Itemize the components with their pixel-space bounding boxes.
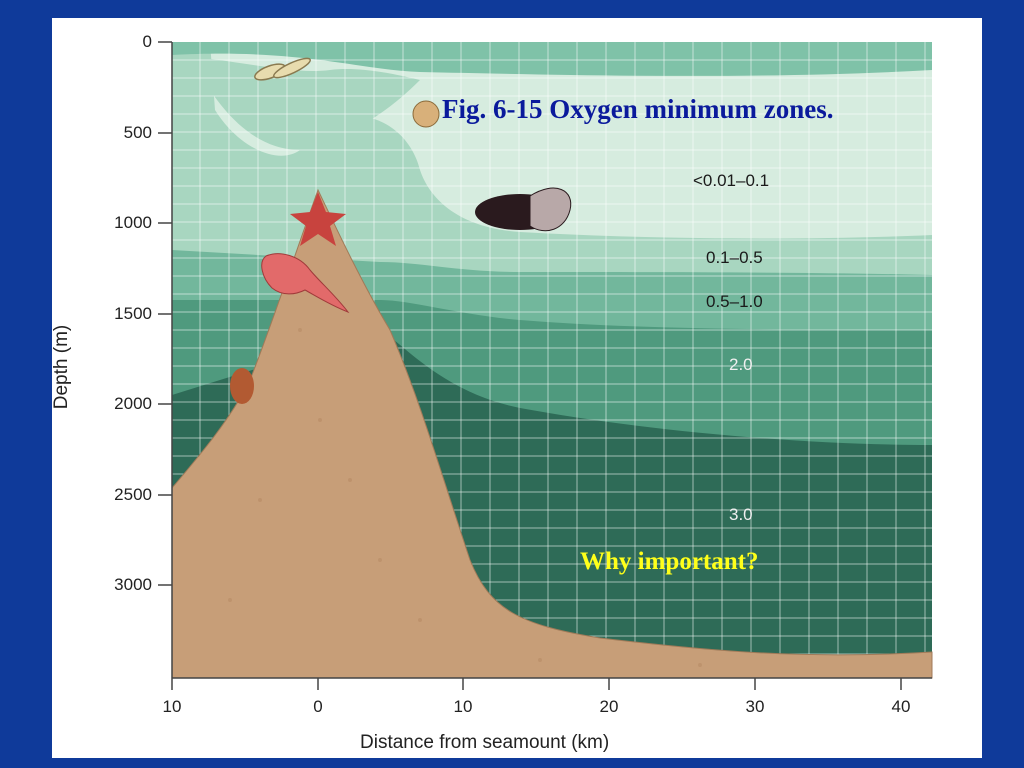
zone-label-3-0: 3.0 [729,505,753,524]
y-tick-1500: 1500 [114,304,152,323]
krill-illustration [254,57,311,81]
starfish-illustration [290,192,346,246]
x-tick-0: 0 [313,697,323,716]
zone-label-0-5-1-0: 0.5–1.0 [706,292,763,311]
x-axis-title: Distance from seamount (km) [360,732,610,753]
zone-label-0-1-0-5: 0.1–0.5 [706,248,763,267]
x-tick-neg10: 10 [162,697,182,716]
y-tick-1000: 1000 [114,213,152,232]
y-tick-500: 500 [123,123,152,142]
crab-illustration [230,368,254,404]
fish-illustration [475,187,572,232]
y-tick-0: 0 [142,32,152,51]
x-tick-20: 20 [599,697,619,716]
x-tick-40: 40 [891,697,911,716]
y-axis-title: Depth (m) [51,324,72,410]
zone-label-2-0: 2.0 [729,355,753,374]
surface-pocket [172,55,420,150]
question-text: Why important? [580,548,759,575]
y-tick-2500: 2500 [114,485,152,504]
seamount-texture [228,328,702,667]
x-tick-30: 30 [745,697,765,716]
octopus-illustration [261,253,350,314]
axes [158,41,932,690]
x-tick-10: 10 [453,697,473,716]
zone-label-min: <0.01–0.1 [693,171,770,190]
surface-layer [172,42,932,76]
seamount [171,188,933,679]
jellyfish-illustration [412,100,440,128]
y-tick-3000: 3000 [114,575,152,594]
slide-title: Fig. 6-15 Oxygen minimum zones. [442,94,834,124]
y-tick-2000: 2000 [114,394,152,413]
